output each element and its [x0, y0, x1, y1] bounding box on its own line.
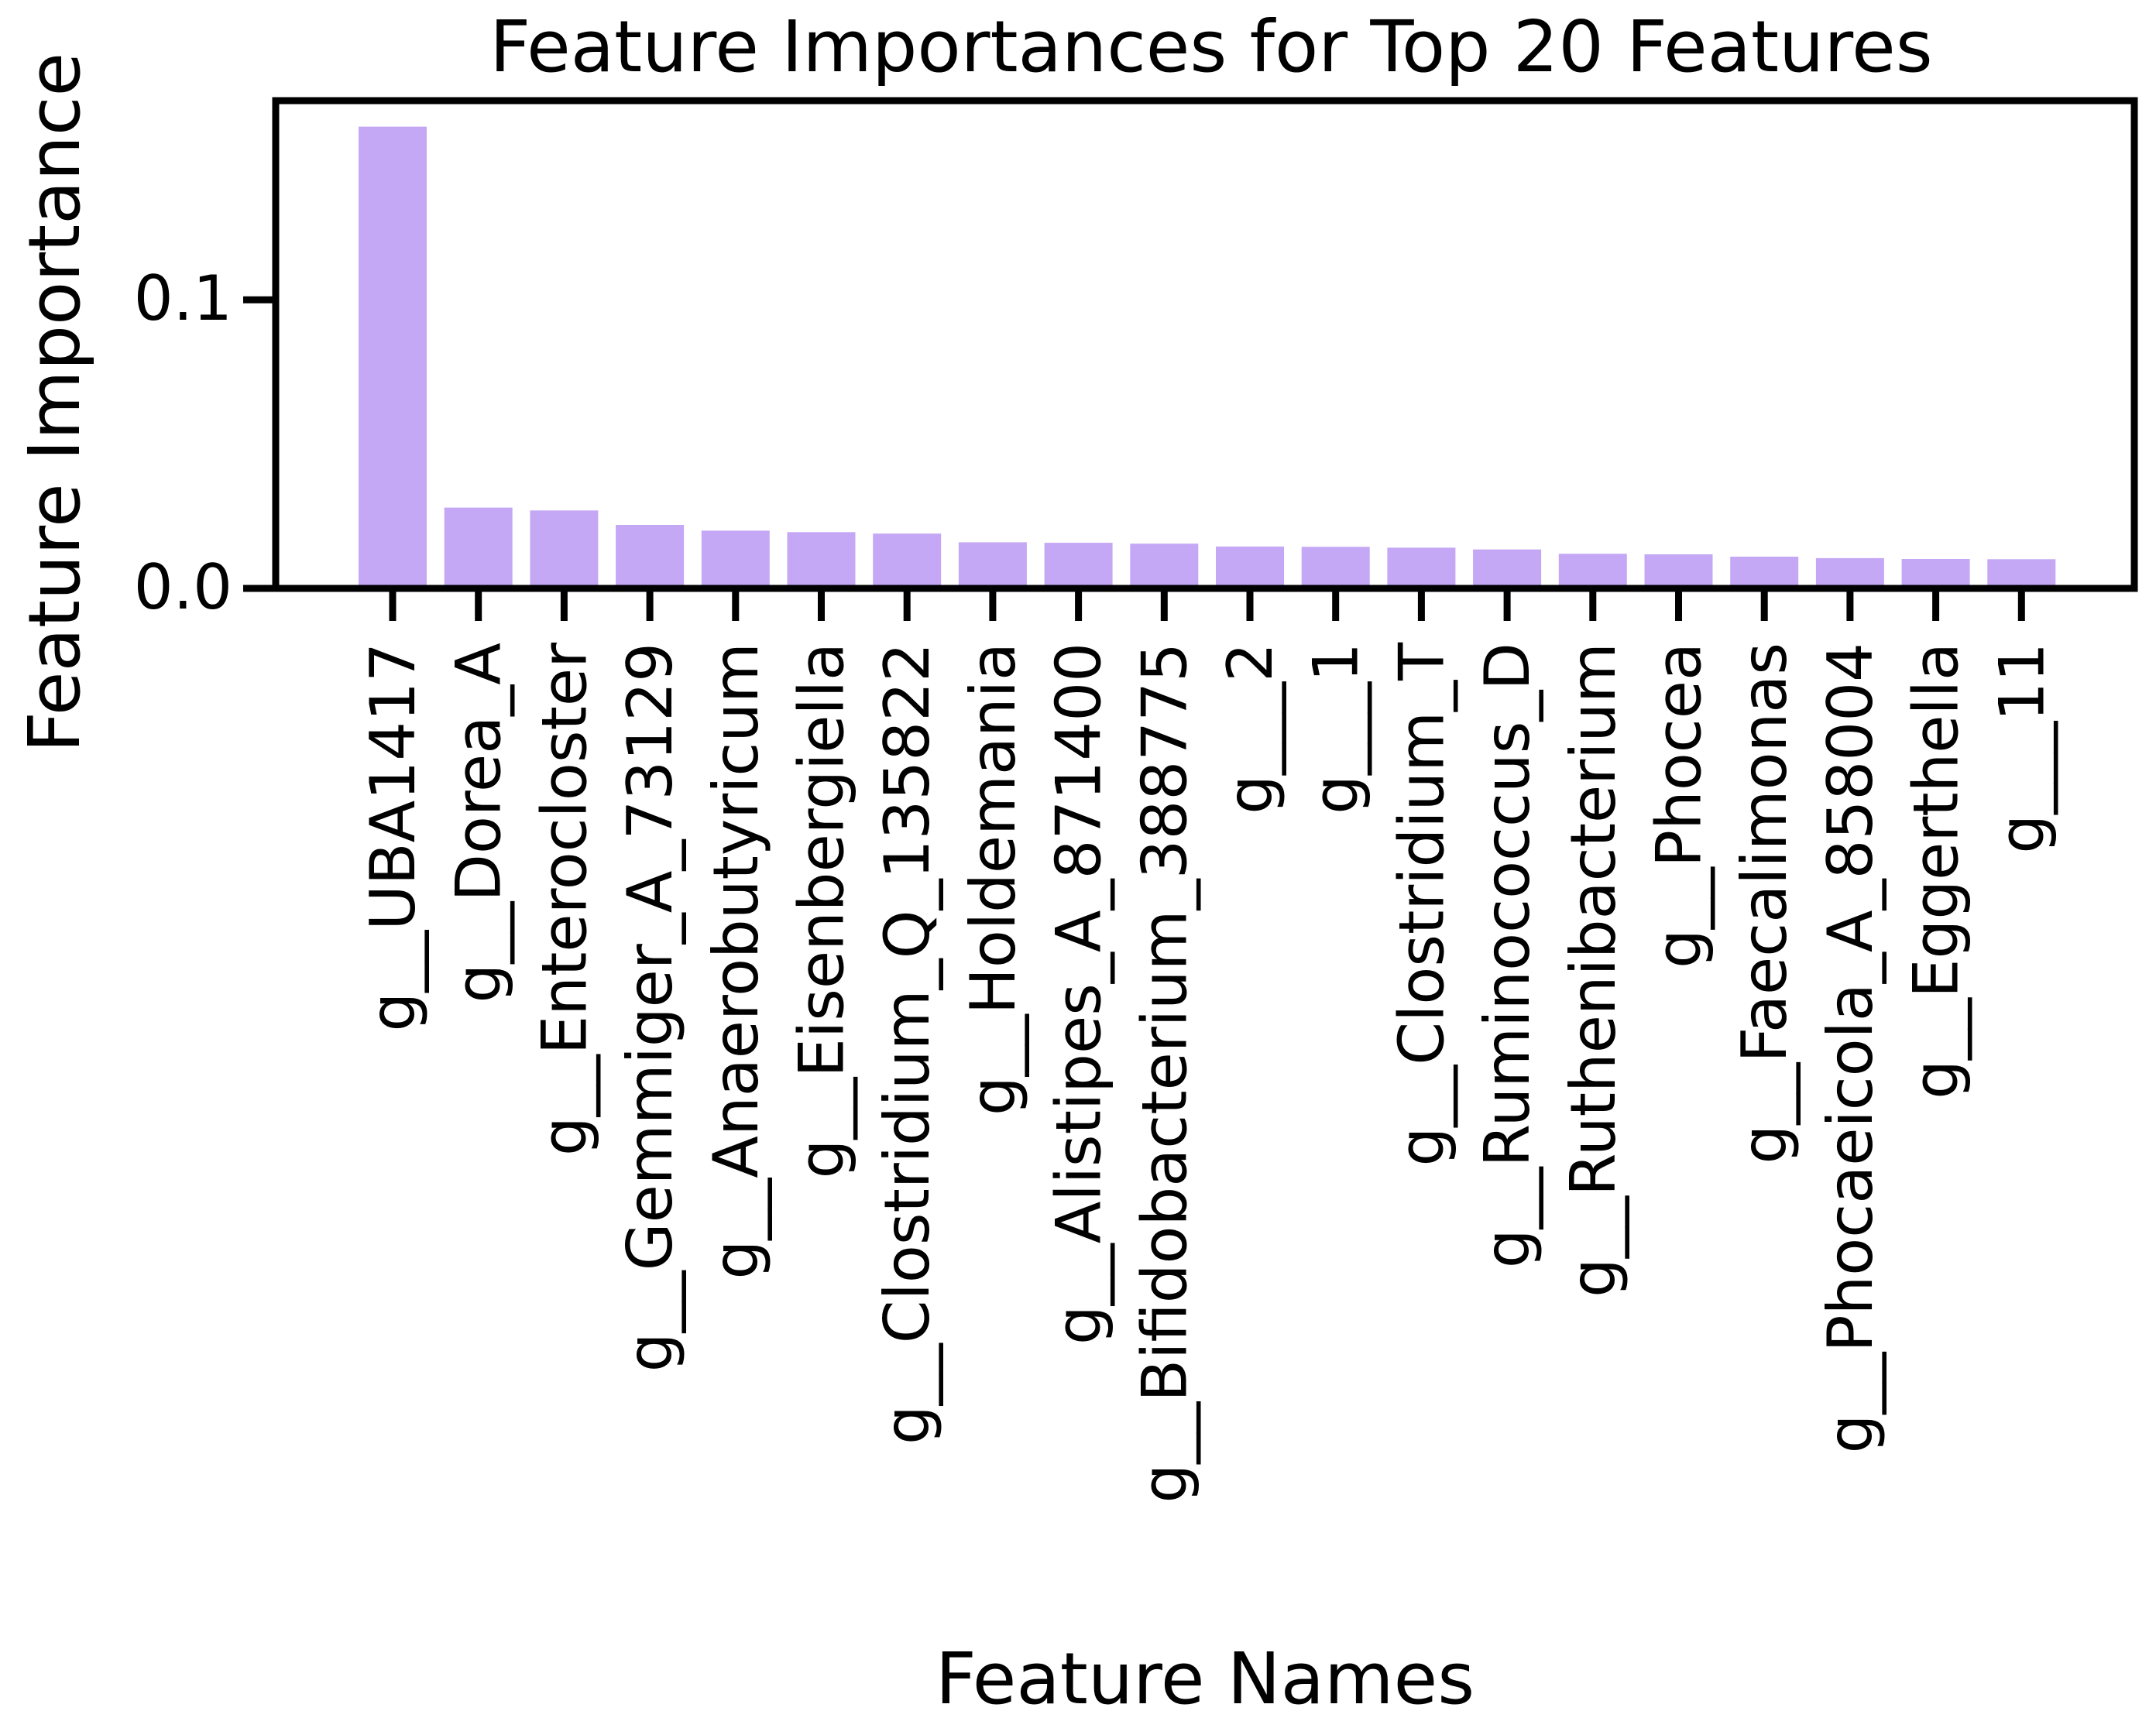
plot-frame [272, 97, 2138, 592]
x-axis-ticks: g__UBA1417 g__Dorea_A g__Enterocloster g__G… [357, 588, 2058, 1504]
x-tick-label: g__Ruminococcus_D [1471, 643, 1543, 1268]
bar [359, 126, 427, 589]
bar [1387, 547, 1456, 588]
x-axis-label: Feature Names [936, 1637, 1475, 1720]
x-tick-label: g__Enterocloster [528, 643, 600, 1156]
x-tick-label: g__Eisenbergiella [786, 643, 858, 1178]
bar [1130, 543, 1199, 588]
y-tick-label: 0.0 [134, 551, 232, 623]
bars-group [359, 126, 2056, 589]
bar [1901, 559, 1970, 588]
x-tick-label: g__Bifidobacterium_388775 [1128, 643, 1200, 1504]
bar [1730, 557, 1799, 588]
bar [1644, 554, 1713, 588]
x-tick-label: g__Phocaeicola_A_858004 [1814, 643, 1886, 1453]
x-tick-label: g___11 [1986, 643, 2058, 854]
bar [1558, 554, 1627, 588]
x-tick-label: g__Faecalimonas [1729, 643, 1801, 1164]
bar [1815, 557, 1884, 588]
bar [1473, 549, 1542, 588]
chart-title: Feature Importances for Top 20 Features [489, 5, 1932, 88]
x-tick-label: g__Anaerobutyricum [700, 643, 772, 1279]
x-tick-label: g__Holdemania [957, 643, 1029, 1116]
bar [616, 525, 685, 588]
bar [1216, 546, 1284, 588]
bar [1987, 559, 2056, 588]
x-tick-label: g__Eggerthella [1900, 643, 1972, 1099]
bar [958, 542, 1027, 588]
x-tick-label: g__Ruthenibacterium [1557, 643, 1629, 1298]
x-tick-label: g__Phocea [1643, 643, 1715, 969]
y-axis-ticks: 0.0 0.1 [134, 262, 276, 623]
x-tick-label: g___2 [1214, 643, 1286, 814]
x-tick-label: g__Gemmiger_A_73129 [614, 643, 686, 1372]
x-tick-label: g__Alistipes_A_871400 [1043, 643, 1115, 1345]
x-tick-label: g__Clostridium_T [1385, 642, 1457, 1167]
bar [1301, 547, 1370, 588]
x-tick-label: g__Dorea_A [443, 643, 515, 1003]
x-tick-label: g___1 [1300, 643, 1372, 814]
bar [787, 532, 856, 588]
y-axis-label: Feature Importance [13, 53, 96, 753]
bar [701, 530, 770, 588]
bar [1044, 543, 1113, 588]
bar [530, 510, 599, 588]
bar [873, 533, 942, 588]
bar [444, 507, 513, 588]
x-tick-label: g__UBA1417 [357, 643, 429, 1032]
x-tick-label: g__Clostridium_Q_135822 [871, 643, 943, 1445]
y-tick-label: 0.1 [134, 262, 232, 334]
